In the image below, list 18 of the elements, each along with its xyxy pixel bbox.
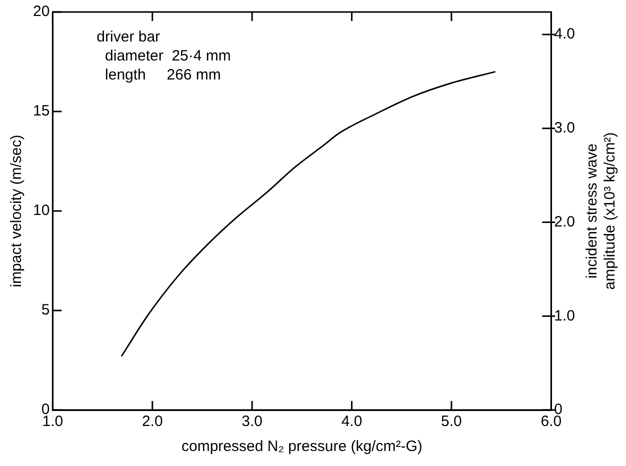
y-axis-title: impact velocity (m/sec) xyxy=(8,134,26,288)
x-axis-title: compressed N₂ pressure (kg/cm²-G) xyxy=(181,438,422,456)
annotation: length 266 mm xyxy=(96,66,221,84)
y2-axis-title: incident stress wave amplitude (x10³ kg/cm²) xyxy=(583,132,618,290)
y-tick-label: 15 xyxy=(32,102,50,120)
y-tick-label: 5 xyxy=(41,302,50,319)
y2-tick-label: 2.0 xyxy=(554,213,576,230)
y2-tick-label: 3.0 xyxy=(554,120,576,137)
annotation: diameter 25·4 mm xyxy=(96,48,231,65)
x-tick-label: 3.0 xyxy=(242,413,262,430)
y-tick-label: 10 xyxy=(32,202,50,220)
y2-tick-label: 1.0 xyxy=(554,307,576,324)
x-tick-label: 2.0 xyxy=(142,413,163,430)
x-tick-label: 4.0 xyxy=(341,413,362,430)
y2-tick-label: 4.0 xyxy=(554,26,576,43)
annotation: driver bar xyxy=(96,28,160,46)
x-tick-label: 5.0 xyxy=(441,413,462,430)
y-tick-label: 20 xyxy=(32,3,50,20)
